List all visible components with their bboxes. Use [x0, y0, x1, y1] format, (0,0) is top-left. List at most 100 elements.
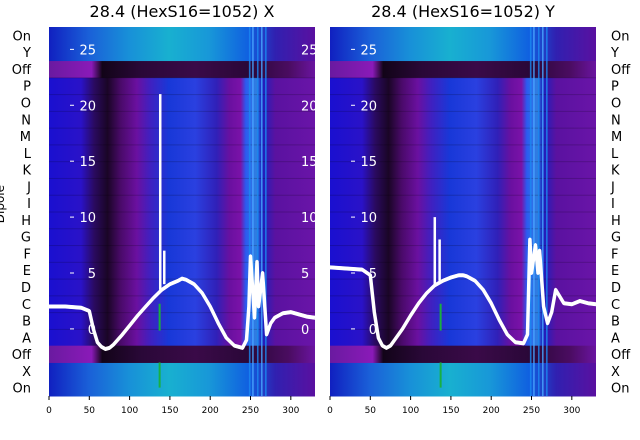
overlay-y-tick-label: 20 [301, 99, 318, 114]
row-divider [330, 127, 596, 129]
overlay-y-tick-label: 10 [301, 211, 318, 226]
category-label: K [22, 164, 31, 179]
heatmap-streak [537, 27, 540, 396]
chart-title: 28.4 (HexS16=1052) X [90, 2, 275, 21]
x-tick-label: 100 [121, 406, 138, 416]
category-label: B [22, 315, 31, 330]
category-label: N [21, 113, 31, 128]
heatmap-band [49, 60, 315, 78]
heatmap-band [49, 379, 315, 397]
y-axis-label: Dipole [0, 185, 7, 223]
row-divider [49, 312, 315, 314]
heatmap-green-mark [158, 362, 161, 388]
category-label: X [22, 365, 31, 380]
category-label: L [24, 147, 32, 162]
category-label: N [611, 113, 621, 128]
category-label: Off [611, 348, 631, 363]
category-label: On [611, 382, 629, 397]
x-tick-label: 300 [282, 406, 299, 416]
category-label: C [611, 298, 620, 313]
category-label: D [21, 281, 31, 296]
category-label: J [26, 180, 31, 195]
overlay-y-tick-label: 15 [301, 155, 318, 170]
x-tick-label: 250 [523, 406, 540, 416]
heatmap-band [330, 345, 596, 363]
row-divider [330, 161, 596, 163]
category-label: Y [610, 46, 619, 61]
category-label: B [611, 315, 620, 330]
row-divider [49, 177, 315, 179]
heatmap-band [330, 27, 596, 45]
overlay-y-tick-label: 0 [301, 323, 309, 338]
x-tick-label: 200 [202, 406, 219, 416]
row-divider [330, 328, 596, 330]
x-tick-label: 100 [402, 406, 419, 416]
category-label: Off [12, 348, 32, 363]
heatmap-streak [252, 27, 254, 396]
row-divider [49, 77, 315, 79]
category-label: J [610, 180, 615, 195]
row-divider [49, 295, 315, 297]
category-label: D [611, 281, 621, 296]
panel-1: 05101520250510152025OnXOffABCDEFGHIJKLMN… [0, 2, 318, 416]
category-label: Off [12, 63, 32, 78]
category-label: I [27, 197, 31, 212]
heatmap-streak [533, 27, 535, 396]
row-divider [330, 261, 596, 263]
category-label: O [611, 96, 621, 111]
row-divider [49, 261, 315, 263]
row-divider [330, 211, 596, 213]
row-divider [330, 245, 596, 247]
heatmap-green-mark [439, 303, 442, 331]
row-divider [330, 194, 596, 196]
category-label: On [611, 29, 629, 44]
chart-title: 28.4 (HexS16=1052) Y [371, 2, 555, 21]
heatmap-streak [541, 27, 544, 396]
x-tick-label: 250 [242, 406, 259, 416]
overlay-y-tick-label: 0 [88, 323, 96, 338]
heatmap-green-mark [158, 303, 161, 331]
row-divider [49, 110, 315, 112]
heatmap-streak [248, 27, 251, 396]
overlay-y-tick-label: 10 [79, 211, 96, 226]
overlay-y-tick-label: 15 [79, 155, 96, 170]
category-label: X [611, 365, 620, 380]
row-divider [49, 328, 315, 330]
x-tick-label: 50 [365, 406, 377, 416]
category-label: L [611, 147, 619, 162]
category-label: M [611, 130, 622, 145]
heatmap-band [49, 43, 315, 62]
row-divider [49, 211, 315, 213]
category-label: O [21, 96, 31, 111]
category-label: E [611, 264, 619, 279]
category-label: M [20, 130, 31, 145]
heatmap-streak [265, 27, 267, 396]
overlay-y-tick-label: 25 [301, 43, 318, 58]
category-label: A [611, 331, 620, 346]
category-label: P [23, 80, 31, 95]
overlay-y-tick-label: 5 [369, 267, 377, 282]
heatmap-body [330, 27, 596, 396]
overlay-series-line [49, 254, 316, 351]
x-tick-label: 0 [327, 406, 333, 416]
heatmap-streak [256, 27, 259, 396]
overlay-y-tick-label: 0 [369, 323, 377, 338]
row-divider [49, 245, 315, 247]
category-label: On [13, 382, 31, 397]
row-divider [49, 127, 315, 129]
row-divider [330, 144, 596, 146]
x-tick-label: 0 [46, 406, 52, 416]
category-label: G [611, 231, 621, 246]
x-tick-label: 150 [442, 406, 459, 416]
row-divider [330, 94, 596, 96]
category-label: C [22, 298, 31, 313]
heatmap-band [330, 362, 596, 380]
overlay-series-line [329, 237, 597, 350]
category-label: Off [611, 63, 631, 78]
overlay-y-tick-label: 25 [79, 43, 96, 58]
row-divider [49, 228, 315, 230]
overlay-y-tick-label: 10 [360, 211, 377, 226]
x-tick-label: 300 [563, 406, 580, 416]
heatmap-band [49, 345, 315, 363]
